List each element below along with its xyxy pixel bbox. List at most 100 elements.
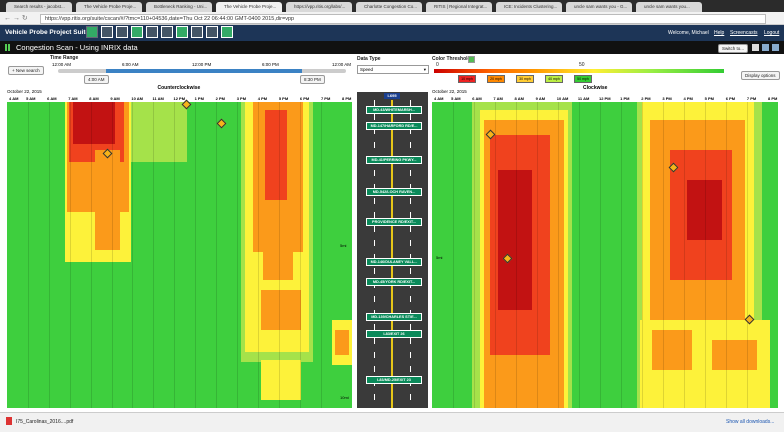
hour-divider [536, 102, 538, 408]
toolbar: Congestion Scan - Using INRIX data Switc… [0, 41, 784, 54]
hour-label: 7 AM [493, 96, 503, 101]
exit-sign: MD-146/DULANEY VALL... [366, 258, 422, 266]
hour-label: 6 PM [725, 96, 736, 101]
congestion-cell [687, 180, 722, 240]
threshold-box[interactable]: 30 mph [516, 75, 534, 83]
congestion-cell [261, 290, 301, 330]
congestion-cell [498, 170, 532, 310]
hour-label: 8 AM [89, 96, 99, 101]
threshold-box[interactable]: 40 mph [545, 75, 563, 83]
hour-label: 2 PM [641, 96, 651, 101]
hour-divider [662, 102, 664, 408]
app-icon[interactable] [161, 26, 173, 38]
lane-line [374, 100, 375, 408]
hour-divider [494, 102, 496, 408]
time-slider-range[interactable] [106, 69, 302, 73]
distance-label: 10mi [340, 395, 349, 400]
browser-tab[interactable]: Bottleneck Ranking - Uni... [146, 2, 212, 12]
app-icon[interactable] [116, 26, 128, 38]
browser-tab[interactable]: Charlotte Congestion Co... [356, 2, 422, 12]
header-link[interactable]: Help [714, 30, 725, 36]
congestion-cell [95, 150, 120, 250]
threshold-bar [434, 69, 724, 73]
hour-label: 1 PM [620, 96, 630, 101]
new-search-button[interactable]: + New search [8, 66, 44, 75]
browser-tab[interactable]: uncle sam wants you... [636, 2, 702, 12]
display-options-button[interactable]: Display options [741, 71, 780, 80]
hour-divider [599, 102, 601, 408]
direction-label: Counterclockwise [157, 85, 201, 91]
hour-divider [111, 102, 113, 408]
hour-divider [69, 102, 71, 408]
app-icon[interactable] [86, 26, 98, 38]
app-icon[interactable] [101, 26, 113, 38]
exit-sign: PROVIDENCE RD/EXIT... [366, 218, 422, 226]
hour-label: 8 AM [514, 96, 524, 101]
data-type-select[interactable]: Speed ▾ [357, 65, 429, 74]
header-link[interactable]: Logout [764, 30, 780, 36]
congestion-cell [335, 330, 349, 355]
pdf-icon [6, 417, 12, 425]
time-tick: 12:00 AM [332, 62, 352, 67]
congestion-cell [73, 102, 115, 144]
export-icon[interactable] [772, 44, 779, 51]
browser-tab[interactable]: https://vpp.ritis.org/labs/... [286, 2, 352, 12]
browser-tab[interactable]: uncle sam wants you - G... [566, 2, 632, 12]
threshold-box[interactable]: 50 mph [574, 75, 592, 83]
app-icon[interactable] [146, 26, 158, 38]
congestion-cell [261, 360, 301, 400]
hour-divider [132, 102, 134, 408]
time-range-label: Time Range [50, 55, 79, 61]
hour-divider [174, 102, 176, 408]
direction-label: Clockwise [583, 85, 608, 91]
share-icon[interactable] [752, 44, 759, 51]
app-icon[interactable] [191, 26, 203, 38]
suite-title: Vehicle Probe Project Suite [5, 29, 90, 36]
hour-label: 7 PM [320, 96, 331, 101]
hour-label: 3 PM [236, 96, 247, 101]
exit-sign: MD-542/LOCH RAVEN... [366, 188, 422, 196]
app-icon[interactable] [206, 26, 218, 38]
hour-divider [683, 102, 685, 408]
url[interactable]: https://vpp.ritis.org/suite/cscan/#/?tmc… [40, 14, 766, 24]
time-end[interactable]: 8:30 PM [300, 75, 325, 84]
hour-label: 5 AM [451, 96, 461, 101]
browser-tab[interactable]: ICE: Incidents Clustering... [496, 2, 562, 12]
download-file[interactable]: I75_Carolinas_2016....pdf [16, 419, 74, 425]
download-bar: I75_Carolinas_2016....pdf Show all downl… [0, 412, 784, 432]
scale-min: 0 [436, 62, 439, 68]
time-tick: 6:00 AM [122, 62, 139, 67]
hour-divider [237, 102, 238, 408]
hour-divider [725, 102, 727, 408]
threshold-box[interactable]: 20 mph [487, 75, 505, 83]
hour-label: 7 PM [746, 96, 757, 101]
hour-divider [746, 102, 748, 408]
thresholds-checkbox[interactable] [468, 56, 475, 63]
app-icon[interactable] [221, 26, 233, 38]
hour-label: 4 AM [434, 96, 444, 101]
print-icon[interactable] [762, 44, 769, 51]
time-tick: 12:00 AM [52, 62, 72, 67]
switch-button[interactable]: Switch to... [718, 44, 749, 53]
app-icon[interactable] [176, 26, 188, 38]
hour-label: 4 AM [9, 96, 19, 101]
nav-buttons[interactable]: ← → ↻ [4, 15, 28, 22]
panel-date: October 22, 2015 [432, 89, 467, 94]
hour-divider [557, 102, 559, 408]
browser-tab[interactable]: RITIS | Regional Integrat... [426, 2, 492, 12]
exit-sign: MD-45/YORK RD/EXIT... [366, 278, 422, 286]
show-all-downloads[interactable]: Show all downloads... [726, 419, 775, 425]
header-link[interactable]: Screencasts [730, 30, 758, 36]
hour-label: 10 AM [556, 96, 569, 101]
browser-tab[interactable]: The Vehicle Probe Proje... [216, 2, 282, 12]
browser-tab[interactable]: Search results - jacobst... [6, 2, 72, 12]
hour-divider [90, 102, 92, 408]
browser-tab[interactable]: The Vehicle Probe Proje... [76, 2, 142, 12]
hour-label: 4 PM [257, 96, 268, 101]
time-start[interactable]: 4:00 AM [84, 75, 109, 84]
threshold-box[interactable]: 10 mph [458, 75, 476, 83]
congestion-cell [127, 102, 187, 162]
hour-label: 4 PM [683, 96, 693, 101]
app-icon[interactable] [131, 26, 143, 38]
